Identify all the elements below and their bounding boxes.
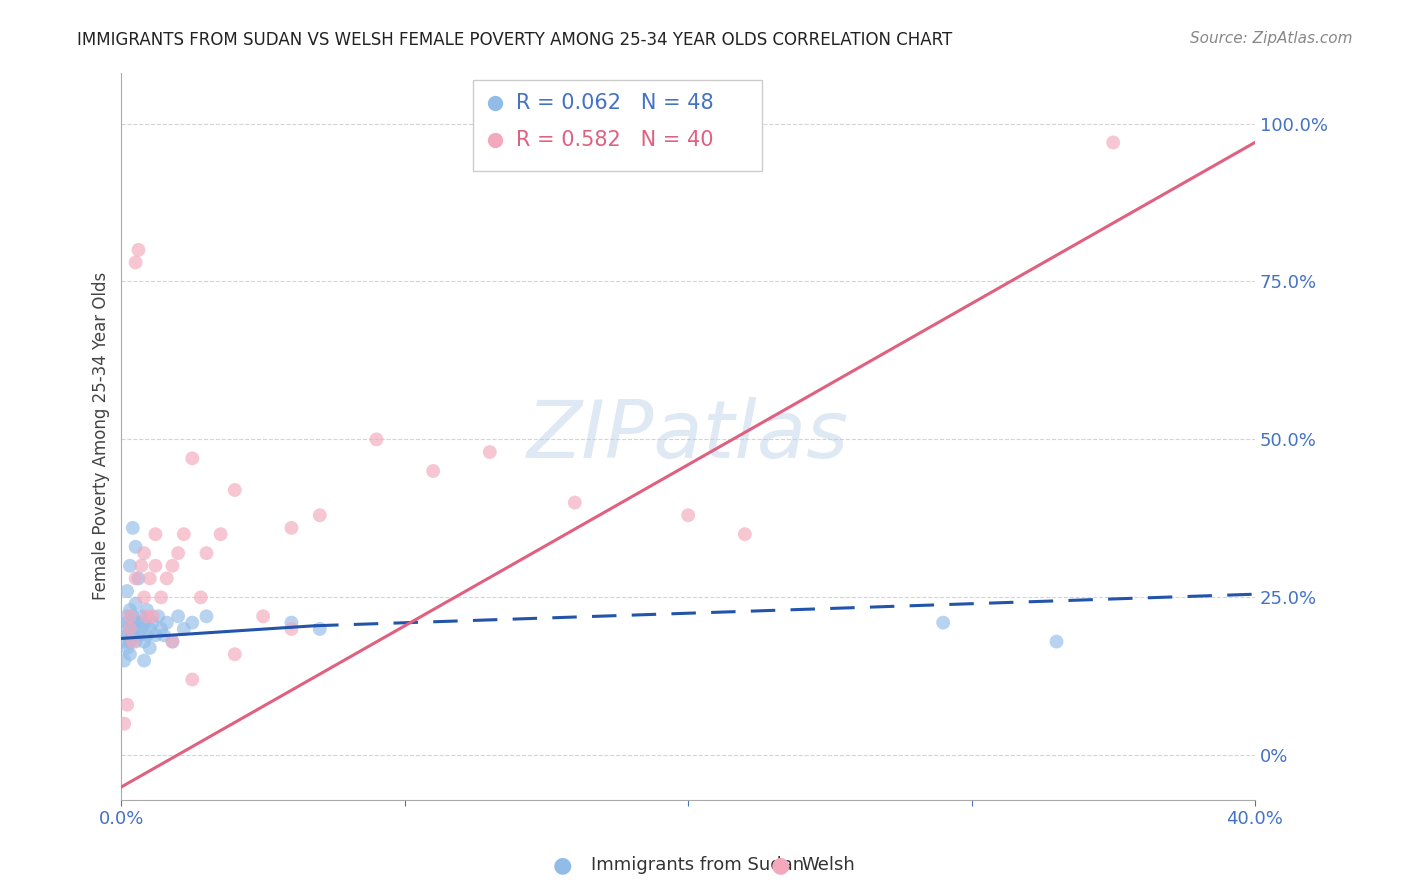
Point	[142, 609, 165, 624]
Point	[209, 527, 232, 541]
Point	[112, 634, 135, 648]
Text: Source: ZipAtlas.com: Source: ZipAtlas.com	[1189, 31, 1353, 46]
Point	[136, 628, 159, 642]
Point	[115, 628, 138, 642]
Point	[115, 609, 138, 624]
Point	[124, 634, 146, 648]
Point	[173, 527, 195, 541]
Point	[1102, 136, 1125, 150]
Point	[162, 634, 184, 648]
Point	[162, 634, 184, 648]
Point	[308, 622, 330, 636]
Point	[118, 622, 141, 636]
Point	[132, 654, 155, 668]
Point	[156, 615, 179, 630]
Point	[139, 622, 162, 636]
Point	[366, 433, 388, 447]
Point	[181, 673, 204, 687]
Point	[167, 546, 190, 560]
Point	[124, 540, 146, 554]
Point	[280, 521, 302, 535]
Point	[121, 609, 143, 624]
Point	[308, 508, 330, 523]
Point	[115, 615, 138, 630]
Point	[173, 622, 195, 636]
Point	[112, 654, 135, 668]
Text: ZIPatlas: ZIPatlas	[527, 397, 849, 475]
Text: IMMIGRANTS FROM SUDAN VS WELSH FEMALE POVERTY AMONG 25-34 YEAR OLDS CORRELATION : IMMIGRANTS FROM SUDAN VS WELSH FEMALE PO…	[77, 31, 953, 49]
Point	[139, 571, 162, 585]
Point	[121, 628, 143, 642]
Point	[115, 584, 138, 599]
Point	[129, 622, 152, 636]
Text: R = 0.582   N = 40: R = 0.582 N = 40	[516, 130, 713, 150]
Point	[734, 527, 756, 541]
Point	[118, 609, 141, 624]
Point	[129, 609, 152, 624]
Point	[121, 521, 143, 535]
Point	[190, 591, 212, 605]
Point	[153, 628, 176, 642]
Point	[124, 255, 146, 269]
Point	[121, 615, 143, 630]
Point	[932, 615, 955, 630]
Point	[181, 451, 204, 466]
Point	[118, 647, 141, 661]
Text: Immigrants from Sudan: Immigrants from Sudan	[591, 856, 804, 874]
Point	[127, 628, 149, 642]
Point	[145, 628, 167, 642]
Point	[280, 615, 302, 630]
Point	[478, 445, 501, 459]
Text: Welsh: Welsh	[801, 856, 855, 874]
Point	[127, 243, 149, 257]
Point	[139, 640, 162, 655]
Point	[127, 571, 149, 585]
Point	[224, 483, 246, 497]
Point	[156, 571, 179, 585]
Text: ●: ●	[770, 855, 790, 875]
Point	[148, 609, 170, 624]
Point	[145, 558, 167, 573]
Point	[195, 546, 218, 560]
Point	[132, 634, 155, 648]
Point	[118, 603, 141, 617]
Point	[195, 609, 218, 624]
Point	[121, 634, 143, 648]
Point	[118, 558, 141, 573]
Point	[136, 609, 159, 624]
Y-axis label: Female Poverty Among 25-34 Year Olds: Female Poverty Among 25-34 Year Olds	[93, 272, 110, 600]
Point	[136, 603, 159, 617]
Point	[115, 640, 138, 655]
Point	[280, 622, 302, 636]
Point	[132, 591, 155, 605]
Point	[112, 716, 135, 731]
Point	[132, 546, 155, 560]
Point	[142, 615, 165, 630]
Point	[118, 634, 141, 648]
Point	[132, 615, 155, 630]
Point	[252, 609, 274, 624]
Point	[124, 571, 146, 585]
Text: R = 0.062   N = 48: R = 0.062 N = 48	[516, 94, 713, 113]
Point	[422, 464, 444, 478]
Point	[564, 495, 586, 509]
Point	[129, 558, 152, 573]
Point	[676, 508, 699, 523]
Point	[224, 647, 246, 661]
Point	[124, 622, 146, 636]
Point	[118, 622, 141, 636]
Point	[162, 558, 184, 573]
Point	[167, 609, 190, 624]
Point	[115, 698, 138, 712]
FancyBboxPatch shape	[472, 80, 762, 171]
Point	[145, 527, 167, 541]
Text: ●: ●	[553, 855, 572, 875]
Point	[124, 597, 146, 611]
Point	[1045, 634, 1067, 648]
Point	[127, 615, 149, 630]
Point	[181, 615, 204, 630]
Point	[150, 591, 173, 605]
Point	[150, 622, 173, 636]
Point	[112, 622, 135, 636]
